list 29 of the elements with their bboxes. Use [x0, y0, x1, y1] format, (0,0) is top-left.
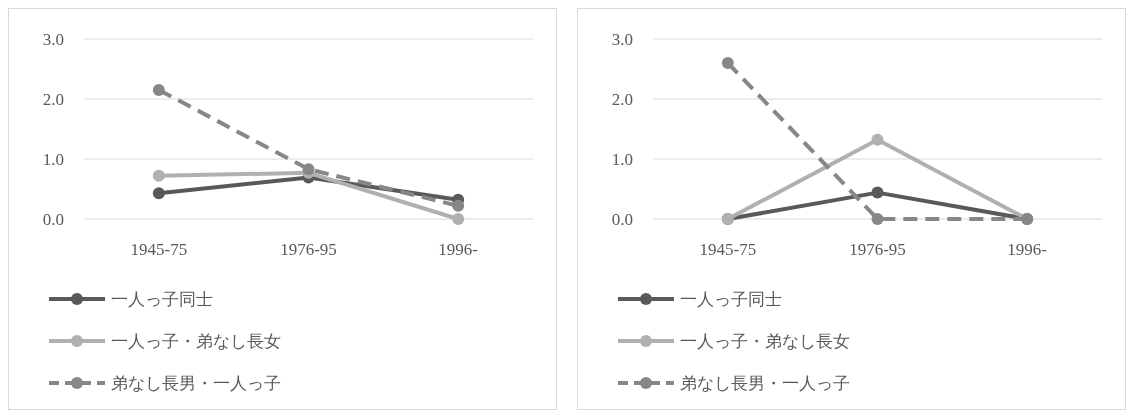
y-tick-label: 1.0	[42, 150, 64, 169]
point	[452, 213, 465, 225]
point	[152, 84, 165, 96]
y-tick-label: 3.0	[611, 30, 633, 49]
x-tick-label: 1996-	[1007, 240, 1048, 259]
legend-label: 一人っ子同士	[680, 290, 782, 309]
x-tick-label: 1945-75	[699, 240, 757, 259]
point	[871, 213, 884, 225]
point	[721, 57, 734, 69]
point	[452, 199, 465, 212]
y-tick-label: 0.0	[611, 210, 633, 229]
x-tick-label: 1976-95	[280, 240, 337, 259]
legend-label: 一人っ子・弟なし長女	[680, 332, 850, 351]
legend-label: 弟なし長男・一人っ子	[680, 374, 850, 393]
y-tick-label: 0.0	[42, 210, 64, 229]
y-tick-label: 3.0	[42, 30, 64, 49]
x-tick-label: 1945-75	[130, 240, 188, 259]
y-tick-label: 1.0	[611, 150, 633, 169]
legend-label: 一人っ子同士	[111, 290, 213, 309]
point	[152, 169, 165, 182]
legend-label: 一人っ子・弟なし長女	[111, 332, 281, 351]
point	[871, 133, 884, 146]
point	[152, 187, 165, 200]
point	[871, 186, 884, 199]
x-tick-label: 1976-95	[849, 240, 906, 259]
y-tick-label: 2.0	[42, 90, 64, 109]
legend-label: 弟なし長男・一人っ子	[111, 374, 281, 393]
y-tick-label: 2.0	[611, 90, 633, 109]
x-tick-label: 1996-	[438, 240, 479, 259]
